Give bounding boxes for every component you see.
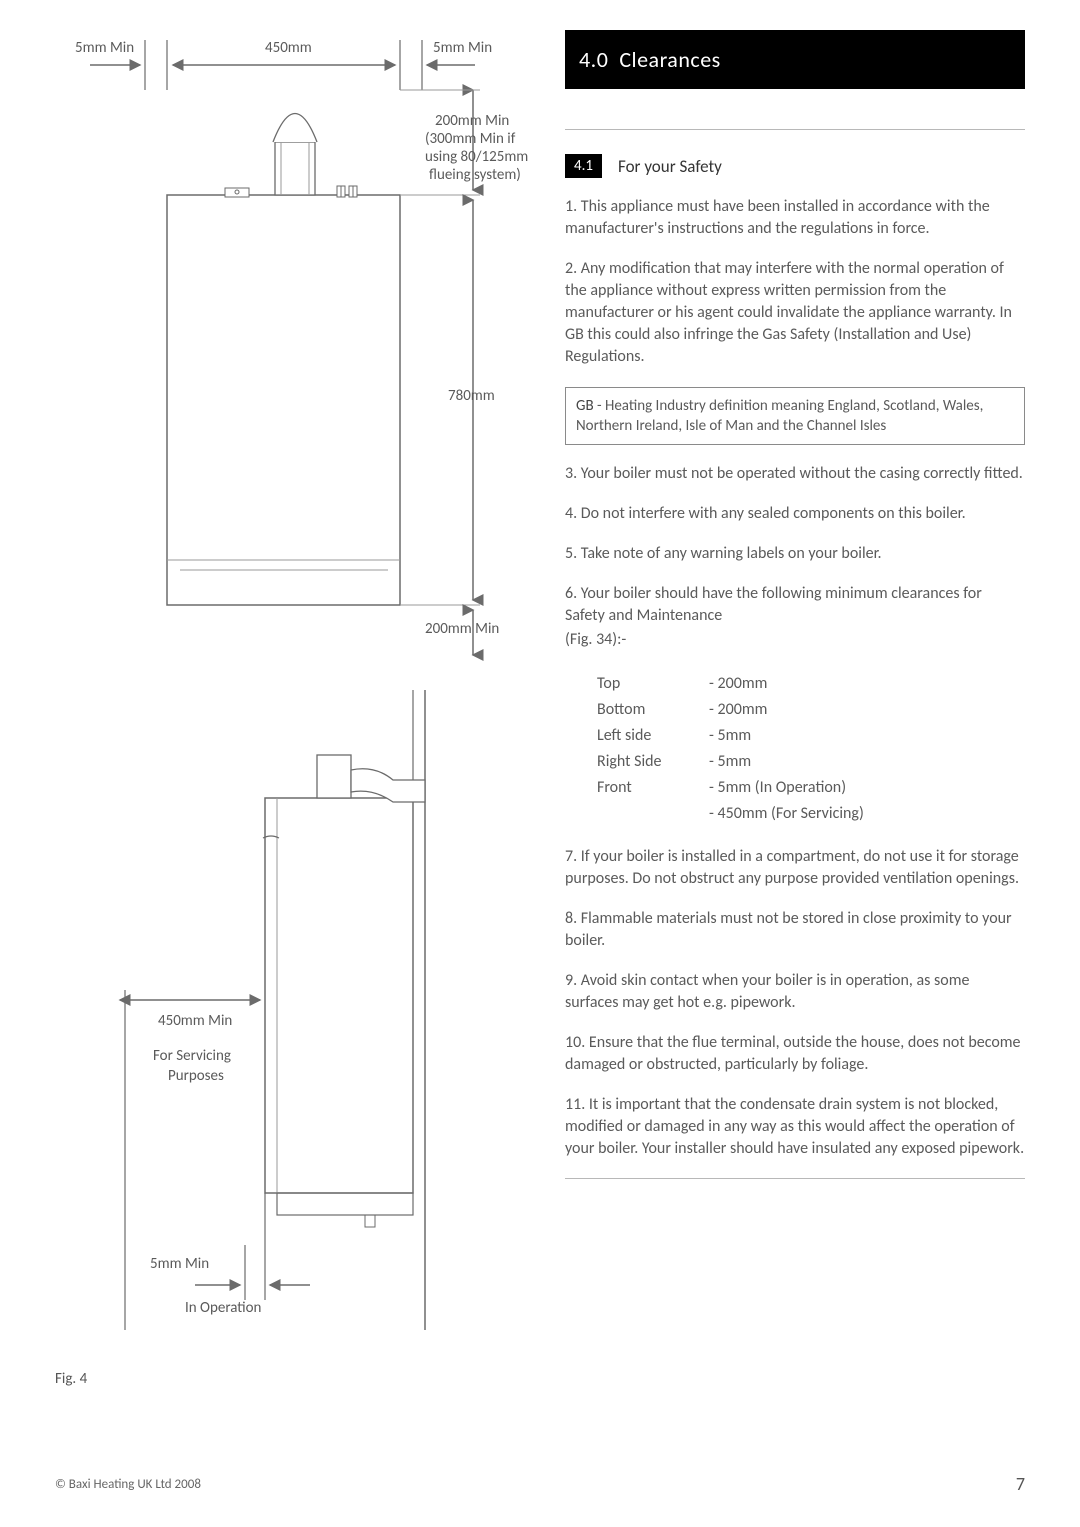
divider-top xyxy=(565,129,1025,130)
dim-operation-text: In Operation xyxy=(185,1299,261,1317)
clearance-label: Bottom xyxy=(597,698,707,722)
subsection-row: 4.1 For your Safety xyxy=(565,154,1025,178)
dim-servicing-text2: Purposes xyxy=(168,1067,224,1085)
dim-right-5mm: 5mm Min xyxy=(433,39,492,57)
dim-top-300a: (300mm Min if xyxy=(425,130,516,148)
figure-label: Fig. 4 xyxy=(55,1370,87,1388)
dim-servicing-450: 450mm Min xyxy=(158,1012,232,1030)
figure-column: 5mm Min 450mm 5mm Min xyxy=(55,30,535,1340)
para-2: 2. Any modification that may interfere w… xyxy=(565,258,1025,368)
clearance-value: - 200mm xyxy=(709,672,864,696)
table-row: Bottom- 200mm xyxy=(597,698,864,722)
dim-left-5mm: 5mm Min xyxy=(75,39,134,57)
divider-bottom xyxy=(565,1178,1025,1179)
dim-top-200: 200mm Min xyxy=(435,112,509,130)
dim-bottom-200: 200mm Min xyxy=(425,620,499,638)
dim-servicing-text1: For Servicing xyxy=(153,1047,231,1065)
clearance-value: - 5mm xyxy=(709,750,864,774)
clearance-diagram: 5mm Min 450mm 5mm Min xyxy=(55,30,535,1335)
clearance-label xyxy=(597,802,707,826)
dim-top-300b: using 80/125mm xyxy=(425,148,528,166)
para-7: 7. If your boiler is installed in a comp… xyxy=(565,846,1025,890)
footer-page-number: 7 xyxy=(1016,1473,1025,1495)
para-1: 1. This appliance must have been install… xyxy=(565,196,1025,240)
subsection-title: For your Safety xyxy=(618,156,722,177)
clearance-value: - 5mm xyxy=(709,724,864,748)
clearance-value: - 200mm xyxy=(709,698,864,722)
clearance-value: - 450mm (For Servicing) xyxy=(709,802,864,826)
gb-definition-box: GB - Heating Industry definition meaning… xyxy=(565,387,1025,446)
clearance-value: - 5mm (In Operation) xyxy=(709,776,864,800)
table-row: Right Side- 5mm xyxy=(597,750,864,774)
para-5: 5. Take note of any warning labels on yo… xyxy=(565,543,1025,565)
para-3: 3. Your boiler must not be operated with… xyxy=(565,463,1025,485)
para-6b: (Fig. 34):- xyxy=(565,629,1025,651)
gb-text: - Heating Industry definition meaning En… xyxy=(576,397,983,435)
table-row: Left side- 5mm xyxy=(597,724,864,748)
footer-copyright: © Baxi Heating UK Ltd 2008 xyxy=(55,1477,201,1492)
dim-width-450: 450mm xyxy=(265,39,312,57)
table-row: Front- 5mm (In Operation) xyxy=(597,776,864,800)
table-row: Top- 200mm xyxy=(597,672,864,696)
gb-bold: GB xyxy=(576,397,594,415)
para-8: 8. Flammable materials must not be store… xyxy=(565,908,1025,952)
clearance-label: Right Side xyxy=(597,750,707,774)
section-header-title: Clearances xyxy=(619,46,720,73)
dim-operation-5mm: 5mm Min xyxy=(150,1255,209,1273)
para-11: 11. It is important that the condensate … xyxy=(565,1094,1025,1160)
dim-top-300c: flueing system) xyxy=(429,166,521,184)
para-6a: 6. Your boiler should have the following… xyxy=(565,583,1025,627)
section-header-bar: 4.0 Clearances xyxy=(565,30,1025,89)
clearance-label: Top xyxy=(597,672,707,696)
section-number: 4.0 xyxy=(579,46,608,73)
table-row: - 450mm (For Servicing) xyxy=(597,802,864,826)
clearance-table: Top- 200mmBottom- 200mmLeft side- 5mmRig… xyxy=(595,670,866,828)
dim-height-780: 780mm xyxy=(448,387,495,405)
para-4: 4. Do not interfere with any sealed comp… xyxy=(565,503,1025,525)
para-9: 9. Avoid skin contact when your boiler i… xyxy=(565,970,1025,1014)
clearance-label: Left side xyxy=(597,724,707,748)
clearance-label: Front xyxy=(597,776,707,800)
para-10: 10. Ensure that the flue terminal, outsi… xyxy=(565,1032,1025,1076)
subsection-number: 4.1 xyxy=(565,154,602,178)
text-column: 4.0 Clearances 4.1 For your Safety 1. Th… xyxy=(565,30,1025,1340)
